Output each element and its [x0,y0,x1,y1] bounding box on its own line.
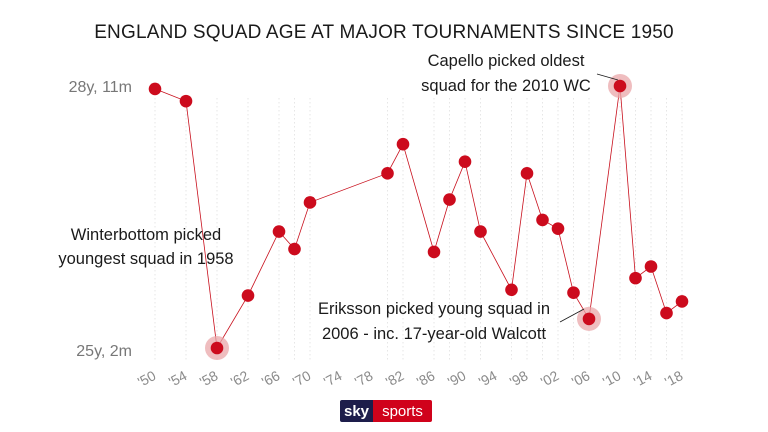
data-point-2018[interactable] [675,295,689,308]
data-point-1968[interactable] [288,242,301,256]
data-point-1980[interactable] [381,167,394,180]
data-point-1996[interactable] [505,283,518,297]
x-tick-label: '94 [476,367,500,390]
eriksson-leader-line [559,308,585,323]
data-point-2016[interactable] [660,306,673,320]
grid [154,98,683,360]
annotation-winterbottom-line-1: Winterbottom picked [71,226,221,244]
x-axis-ticks: '50 '54 '58 '62 '66 '70 '74 '78 '82 '86 '90 '94 '98 '… [135,367,686,390]
x-tick-label: '58 [197,367,221,390]
data-point-1966[interactable] [272,225,286,238]
data-point-2000[interactable] [536,213,549,227]
annotation-eriksson-line-2: 2006 - inc. 17-year-old Walcott [322,325,546,343]
series-line-group [154,85,683,350]
data-point-1950[interactable] [148,82,162,96]
chart-title: ENGLAND SQUAD AGE AT MAJOR TOURNAMENTS S… [94,22,674,43]
x-tick-label: '90 [445,367,469,390]
x-tick-label: '18 [662,367,686,390]
logo-sky-text: sky [340,400,374,422]
data-point-1986[interactable] [427,245,441,259]
x-tick-label: '66 [259,367,283,390]
data-point-1988[interactable] [443,193,456,206]
data-point-2004[interactable] [567,286,580,299]
data-point-1992[interactable] [474,225,487,238]
data-point-1954[interactable] [179,94,193,108]
y-tick-label-max: 28y, 11m [69,79,132,96]
x-tick-label: '78 [352,367,376,390]
data-point-1962[interactable] [241,289,255,302]
data-point-2012[interactable] [629,271,642,285]
annotation-eriksson-line-1: Eriksson picked young squad in [318,300,550,318]
data-point-1982[interactable] [396,137,410,151]
sky-sports-logo: sky sports [340,400,432,422]
x-tick-label: '70 [290,367,314,390]
data-point-2010[interactable] [613,79,627,93]
y-tick-label-min: 25y, 2m [76,343,132,360]
x-tick-label: '14 [631,367,655,390]
x-tick-label: '06 [569,367,593,390]
annotation-capello-line-2: squad for the 2010 WC [421,77,591,95]
x-tick-label: '02 [538,367,562,390]
x-tick-label: '74 [321,367,345,390]
data-points [148,79,689,355]
x-tick-label: '62 [228,367,252,390]
data-point-1998[interactable] [520,167,534,180]
x-tick-label: '50 [135,367,159,390]
data-point-1990[interactable] [458,155,472,168]
data-point-1958[interactable] [210,341,224,355]
logo-sports-text: sports [373,400,432,422]
data-point-1970[interactable] [303,196,317,209]
x-tick-label: '82 [383,367,407,390]
annotation-capello-line-1: Capello picked oldest [428,52,585,70]
x-tick-label: '10 [600,367,624,390]
capello-leader-line [596,73,619,81]
x-tick-label: '98 [507,367,531,390]
x-tick-label: '54 [166,367,190,390]
data-point-2014[interactable] [644,260,658,273]
x-tick-label: '86 [414,367,438,390]
data-point-2002[interactable] [551,222,565,235]
series-line [154,85,683,350]
annotation-winterbottom-line-2: youngest squad in 1958 [58,250,233,268]
data-point-2006[interactable] [582,312,596,326]
